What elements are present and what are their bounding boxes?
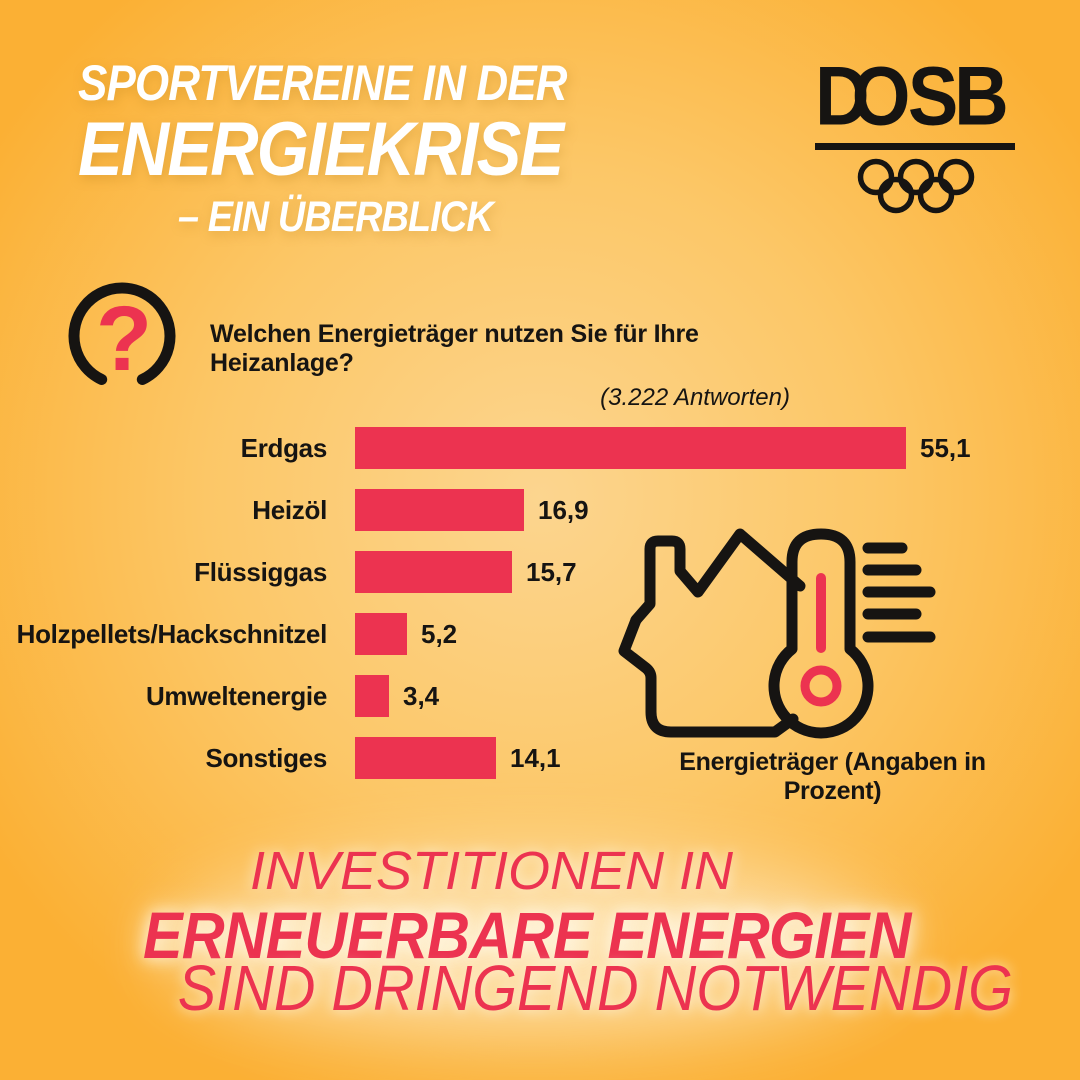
- thermometer-mercury-bulb: [800, 665, 842, 707]
- chart-row: Sonstiges 14,1: [0, 727, 1080, 789]
- question-glyph: ?: [96, 288, 152, 390]
- title-line-1: SPORTVEREINE IN DER: [78, 55, 567, 111]
- olympic-rings-icon: [857, 158, 975, 214]
- chart-row: Umweltenergie 3,4: [0, 665, 1080, 727]
- survey-question: Welchen Energieträger nutzen Sie für Ihr…: [210, 320, 790, 412]
- dosb-logo: D O S B: [815, 48, 1017, 216]
- title-line-2: ENERGIEKRISE: [78, 107, 564, 192]
- bar: [355, 489, 524, 531]
- logo-letter: S: [907, 48, 958, 143]
- house-thermometer-icon: [618, 528, 936, 739]
- bar-value: 3,4: [403, 680, 440, 711]
- answers-count: (3.222 Antworten): [600, 384, 790, 411]
- bar-value: 5,2: [421, 618, 458, 649]
- logo-letter: O: [851, 48, 911, 143]
- bar: [355, 737, 496, 779]
- footer-glow: [170, 860, 890, 1030]
- logo-letter: D: [815, 48, 870, 143]
- bar-value: 55,1: [920, 432, 971, 463]
- logo-divider: [815, 143, 1015, 151]
- bar-category-label: Umweltenergie: [145, 680, 327, 711]
- bar-category-label: Erdgas: [240, 432, 328, 463]
- bar-category-label: Holzpellets/Hackschnitzel: [16, 618, 328, 649]
- chart-row: Heizöl 16,9: [0, 479, 1080, 541]
- bar: [355, 551, 512, 593]
- logo-letter: B: [954, 48, 1009, 143]
- bar: [355, 613, 407, 655]
- bar-category-label: Sonstiges: [205, 742, 327, 773]
- dosb-wordmark: D O S B: [815, 48, 1009, 143]
- page-title: SPORTVEREINE IN DER ENERGIEKRISE – EIN Ü…: [78, 58, 633, 239]
- bar: [355, 427, 906, 469]
- bar-category-label: Flüssiggas: [194, 556, 327, 587]
- question-mark-icon: ?: [68, 282, 176, 390]
- bar-value: 16,9: [538, 494, 589, 525]
- chart-caption: Energieträger (Angaben in Prozent): [679, 748, 986, 805]
- question-text: Welchen Energieträger nutzen Sie für Ihr…: [210, 320, 699, 377]
- chart-row: Erdgas 55,1: [0, 417, 1080, 479]
- bar-value: 15,7: [526, 556, 577, 587]
- bar-category-label: Heizöl: [252, 494, 327, 525]
- title-line-3: – EIN ÜBERBLICK: [178, 193, 494, 241]
- bar: [355, 675, 389, 717]
- chart-row: Flüssiggas 15,7: [0, 541, 1080, 603]
- chart-row: Holzpellets/Hackschnitzel 5,2: [0, 603, 1080, 665]
- bar-value: 14,1: [510, 742, 561, 773]
- bar-chart: Erdgas 55,1 Heizöl 16,9 Flüssiggas 15,7 Holzpe…: [0, 417, 1080, 789]
- bar-chart-rows: Erdgas 55,1 Heizöl 16,9 Flüssiggas 15,7 Holzpe…: [0, 417, 1080, 789]
